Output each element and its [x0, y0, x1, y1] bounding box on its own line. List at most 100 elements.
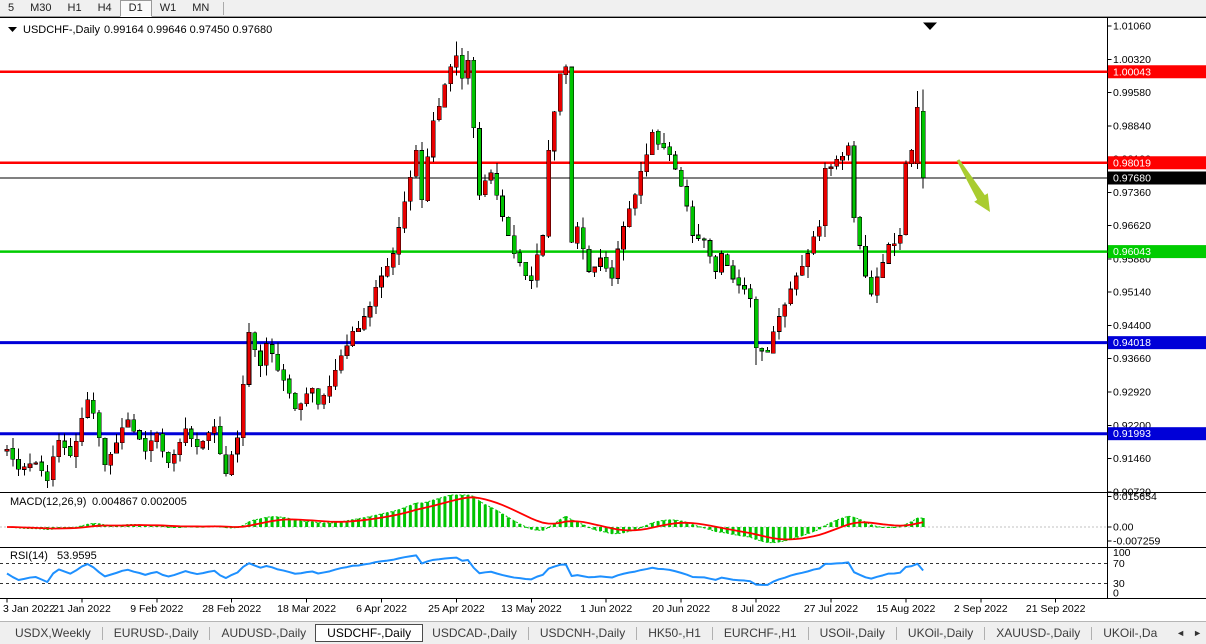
- candle-body: [229, 454, 235, 476]
- macd-histogram-bar: [535, 527, 539, 531]
- timeframe-button-h4[interactable]: H4: [97, 1, 112, 14]
- chart-shift-marker-icon[interactable]: [923, 22, 937, 31]
- tab-ukoil-daily[interactable]: UKOil-,Daily: [907, 626, 974, 640]
- tab-ukoil-da[interactable]: UKOil-,Da: [1103, 626, 1158, 640]
- candle-body: [212, 426, 217, 434]
- tab-usdcnh-daily[interactable]: USDCNH-,Daily: [539, 626, 626, 640]
- tab-hk50-h1[interactable]: HK50-,H1: [648, 626, 701, 640]
- macd-histogram-bar: [892, 527, 896, 528]
- price-badge-label: 0.91993: [1113, 428, 1151, 440]
- candle-body: [569, 66, 574, 243]
- timeframe-button-d1[interactable]: D1: [119, 0, 152, 17]
- macd-histogram-bar: [541, 527, 545, 531]
- tab-separator: [807, 626, 809, 640]
- tab-usdcad-daily[interactable]: USDCAD-,Daily: [432, 626, 517, 640]
- macd-histogram-bar: [339, 521, 343, 527]
- tab-xauusd-daily[interactable]: XAUUSD-,Daily: [996, 626, 1081, 640]
- candle-body: [517, 252, 523, 263]
- candle-body: [615, 248, 621, 279]
- price-badge-label: 0.98019: [1113, 157, 1151, 169]
- macd-histogram-bar: [454, 495, 458, 527]
- candle-body: [690, 206, 695, 236]
- macd-histogram-bar: [282, 517, 286, 527]
- price-axis-label: 0.91460: [1113, 453, 1151, 465]
- price-axis-label: 0.93660: [1113, 353, 1151, 365]
- candle-body: [85, 399, 90, 418]
- price-badge-label: 0.97680: [1113, 173, 1151, 185]
- tab-usoil-daily[interactable]: USOil-,Daily: [819, 626, 885, 640]
- candle-body: [454, 55, 459, 68]
- macd-histogram-bar: [356, 518, 360, 527]
- tab-audusd-daily[interactable]: AUDUSD-,Daily: [221, 626, 307, 640]
- candle-body: [304, 393, 309, 404]
- candle-body: [563, 66, 569, 76]
- candle-body: [459, 54, 465, 79]
- downtrend-arrow-object[interactable]: [956, 159, 990, 212]
- tab-eurusd-daily[interactable]: EURUSD-,Daily: [113, 626, 199, 640]
- candle-body: [477, 128, 482, 196]
- candle-body: [142, 437, 148, 452]
- macd-histogram-bar: [155, 525, 159, 527]
- candle-body: [724, 254, 730, 266]
- candle-body: [529, 275, 534, 281]
- candle-body: [16, 459, 21, 470]
- candle-body: [782, 304, 788, 317]
- macd-histogram-bar: [80, 525, 84, 527]
- macd-histogram-bar: [91, 523, 95, 527]
- candle-body: [684, 186, 690, 207]
- candle-body: [189, 428, 194, 440]
- timeframe-button-w1[interactable]: W1: [159, 1, 177, 14]
- timeframe-button-m30[interactable]: M30: [30, 1, 52, 14]
- macd-histogram-bar: [846, 516, 850, 527]
- candle-body: [828, 166, 834, 170]
- tab-usdchf-daily[interactable]: USDCHF-,Daily: [315, 624, 424, 642]
- tabs-scroll-right-icon[interactable]: ►: [1193, 628, 1202, 638]
- candle-body: [851, 145, 857, 218]
- candle-body: [915, 107, 920, 164]
- macd-histogram-bar: [679, 520, 683, 527]
- candle-body: [903, 163, 909, 236]
- date-label: 21 Jan 2022: [53, 603, 111, 615]
- candle-body: [321, 395, 327, 405]
- macd-label: MACD(12,26,9): [10, 496, 86, 508]
- macd-histogram-bar: [771, 527, 775, 543]
- price-badge-label: 1.00043: [1113, 66, 1151, 78]
- macd-histogram-bar: [247, 521, 251, 527]
- macd-histogram-bar: [691, 524, 695, 527]
- candle-body: [344, 345, 350, 356]
- candle-body: [765, 349, 770, 353]
- macd-histogram-bar: [766, 527, 770, 543]
- macd-histogram-bar: [875, 526, 879, 528]
- candle-body: [644, 154, 649, 173]
- candle-body: [33, 462, 39, 465]
- tab-eurchf-h1[interactable]: EURCHF-,H1: [723, 626, 797, 640]
- candle-body: [650, 131, 655, 156]
- candle-body: [62, 440, 67, 448]
- candle-body: [50, 456, 56, 481]
- candle-body: [108, 453, 114, 466]
- tab-usdx-weekly[interactable]: USDX,Weekly: [15, 626, 91, 640]
- candle-body: [799, 265, 805, 276]
- candle-body: [540, 235, 546, 256]
- candle-body: [667, 146, 672, 155]
- date-label: 27 Jul 2022: [804, 603, 858, 615]
- macd-histogram-bar: [650, 522, 654, 527]
- macd-histogram-bar: [351, 519, 355, 527]
- candle-body: [880, 262, 886, 279]
- candle-body: [609, 267, 615, 279]
- tabs-scroll-left-icon[interactable]: ◄: [1176, 628, 1186, 638]
- candle-body: [759, 348, 765, 352]
- candle-body: [235, 437, 240, 455]
- symbol-dropdown-triangle-icon[interactable]: [8, 27, 17, 32]
- date-label: 2 Sep 2022: [954, 603, 1008, 615]
- macd-histogram-bar: [581, 524, 585, 527]
- macd-histogram-bar: [391, 511, 395, 527]
- macd-histogram-bar: [414, 502, 418, 527]
- timeframe-button-h1[interactable]: H1: [67, 1, 82, 14]
- candle-body: [246, 331, 252, 385]
- candle-body: [822, 167, 828, 226]
- timeframe-button-mn[interactable]: MN: [192, 1, 210, 14]
- date-label: 1 Jun 2022: [580, 603, 632, 615]
- timeframe-button-5[interactable]: 5: [8, 1, 15, 14]
- macd-histogram-bar: [368, 516, 372, 527]
